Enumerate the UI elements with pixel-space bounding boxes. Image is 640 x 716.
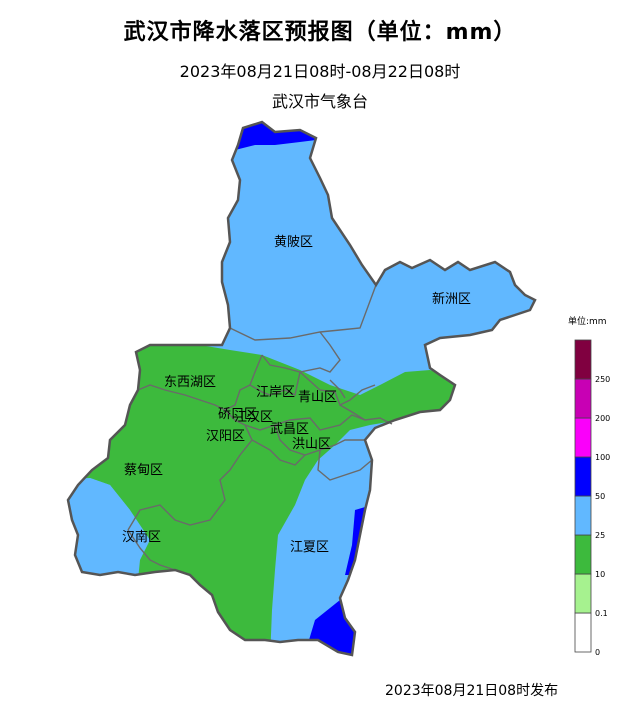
legend-unit-label: 单位:mm <box>568 317 607 327</box>
release-time: 2023年08月21日08时发布 <box>385 683 559 699</box>
district-label-jiangan: 江岸区 <box>256 385 295 400</box>
legend-swatch <box>574 417 592 458</box>
legend-swatch <box>574 495 592 536</box>
legend-swatch <box>574 339 592 380</box>
district-label-hongshan: 洪山区 <box>292 437 331 452</box>
map-title: 武汉市降水落区预报图（单位：mm） <box>123 20 517 45</box>
legend-swatch <box>574 456 592 497</box>
district-label-dongxihu: 东西湖区 <box>164 375 216 390</box>
legend-tick-label: 25 <box>595 531 605 540</box>
district-labels: 黄陂区 新洲区 东西湖区 江岸区 青山区 硚口区 江汉区 汉阳区 武昌区 洪山区… <box>122 234 471 555</box>
legend-tick-label: 10 <box>595 570 605 579</box>
legend-swatch <box>574 534 592 575</box>
legend-tick-label: 0 <box>595 648 600 657</box>
district-label-huangpi: 黄陂区 <box>274 234 313 250</box>
district-label-jianghan: 江汉区 <box>234 410 273 425</box>
legend-swatch <box>574 378 592 419</box>
district-label-jiangxia: 江夏区 <box>290 540 329 555</box>
legend: 0 0.1 10 25 50 100 200 250 <box>574 339 610 657</box>
district-label-hanyang: 汉阳区 <box>206 429 245 444</box>
legend-tick-label: 250 <box>595 375 610 384</box>
district-label-wuchang: 武昌区 <box>270 422 309 437</box>
rain-zone-25-50-southwest <box>68 478 140 580</box>
district-label-qingshan: 青山区 <box>298 390 337 405</box>
district-boundaries <box>127 284 393 571</box>
issuer-name: 武汉市气象台 <box>271 92 368 111</box>
legend-tick-label: 50 <box>595 492 605 501</box>
legend-tick-label: 0.1 <box>595 609 608 618</box>
legend-tick-label: 200 <box>595 414 610 423</box>
legend-tick-label: 100 <box>595 453 610 462</box>
district-label-xinzhou: 新洲区 <box>432 291 471 307</box>
legend-swatch <box>574 573 592 614</box>
district-label-hannan: 汉南区 <box>122 529 161 545</box>
district-label-qiaokou: 硚口区 <box>218 407 257 422</box>
forecast-time-range: 2023年08月21日08时-08月22日08时 <box>179 62 461 81</box>
legend-swatch <box>574 612 592 653</box>
district-label-caidian: 蔡甸区 <box>124 463 163 478</box>
